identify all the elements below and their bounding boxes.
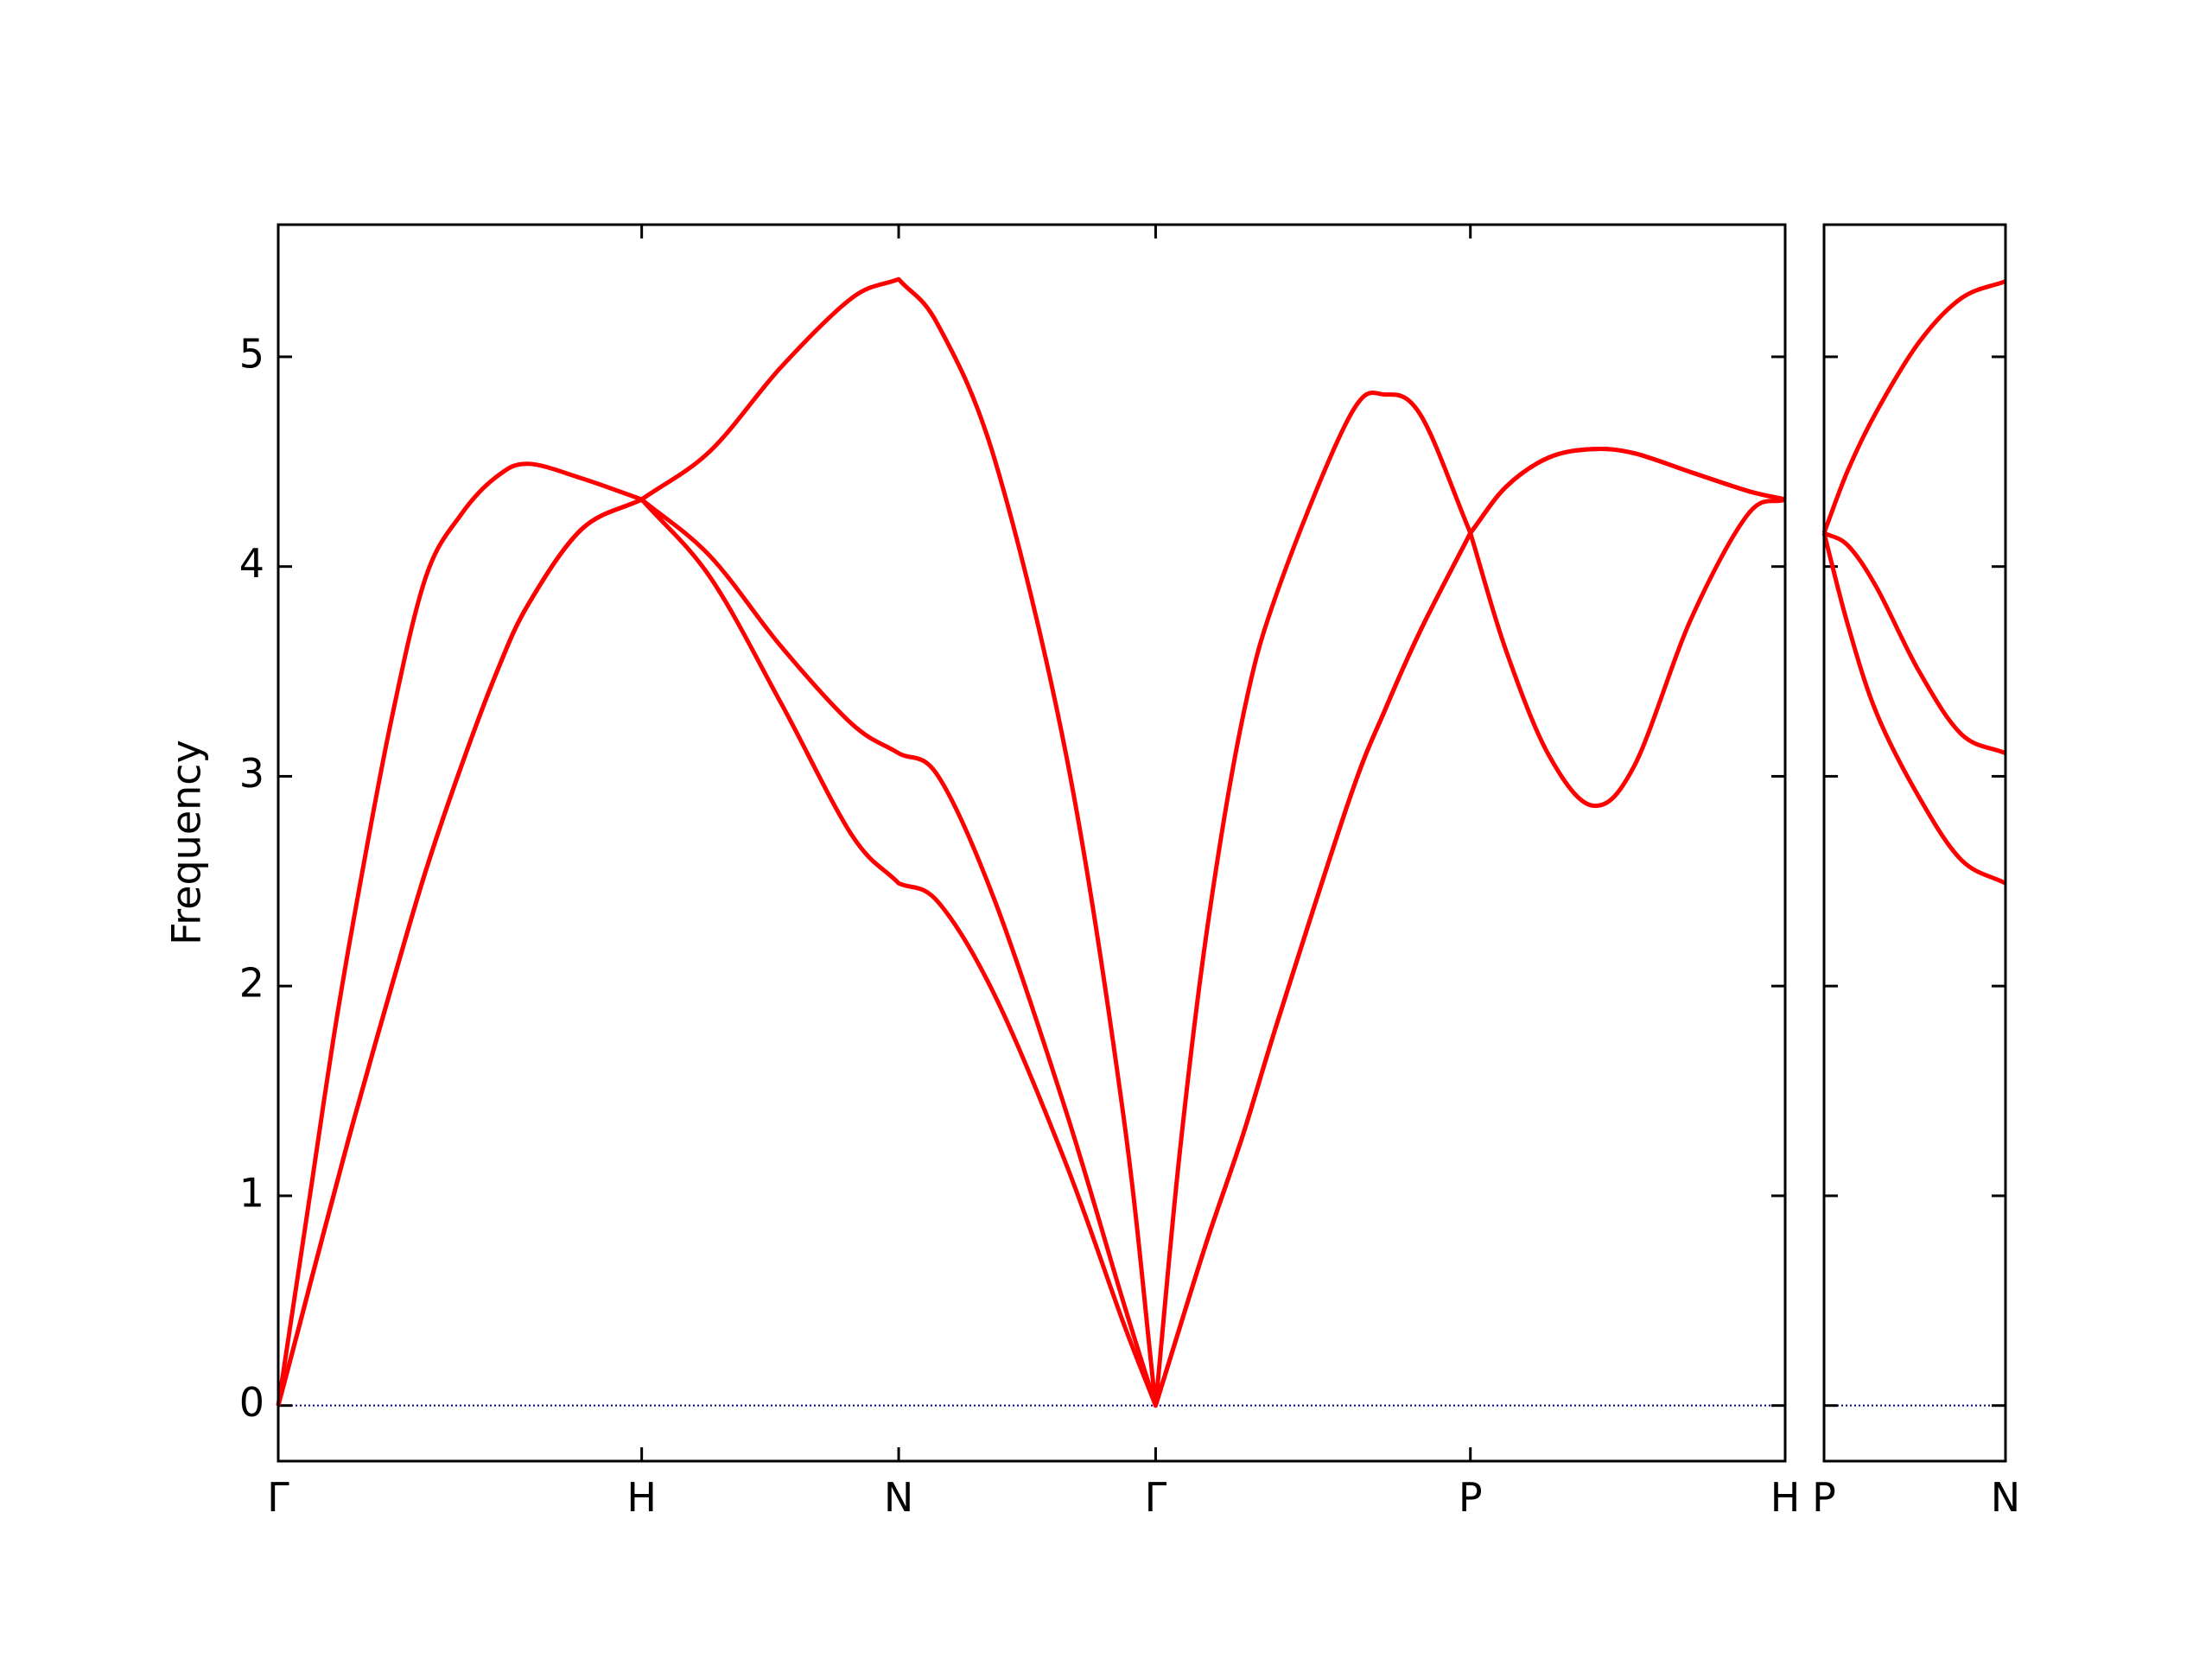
x-tick-label: Γ <box>267 1474 289 1521</box>
band-line <box>1821 532 2007 886</box>
y-tick-label: 0 <box>239 1379 264 1426</box>
band-line <box>276 497 1786 1408</box>
y-tick-label: 3 <box>239 750 264 797</box>
axes-frame <box>276 223 1787 1463</box>
x-tick-label: N <box>1991 1474 2020 1521</box>
y-tick-label: 5 <box>239 330 264 377</box>
x-tick-label: P <box>1812 1474 1836 1521</box>
x-tick-label: Γ <box>1145 1474 1167 1521</box>
x-tick-label: H <box>626 1474 657 1521</box>
band-line <box>276 447 1786 1408</box>
axes-frame <box>1822 223 2007 1463</box>
x-tick-label: H <box>1770 1474 1801 1521</box>
y-tick-label: 4 <box>239 540 264 587</box>
band-line <box>1822 531 2006 756</box>
band-line <box>1821 279 2006 534</box>
y-axis-label: Frequency <box>163 740 210 945</box>
x-tick-label: P <box>1459 1474 1483 1521</box>
y-tick-label: 1 <box>239 1169 264 1216</box>
y-tick-label: 2 <box>239 960 264 1007</box>
x-tick-label: N <box>884 1474 913 1521</box>
band-line <box>276 276 1786 1408</box>
